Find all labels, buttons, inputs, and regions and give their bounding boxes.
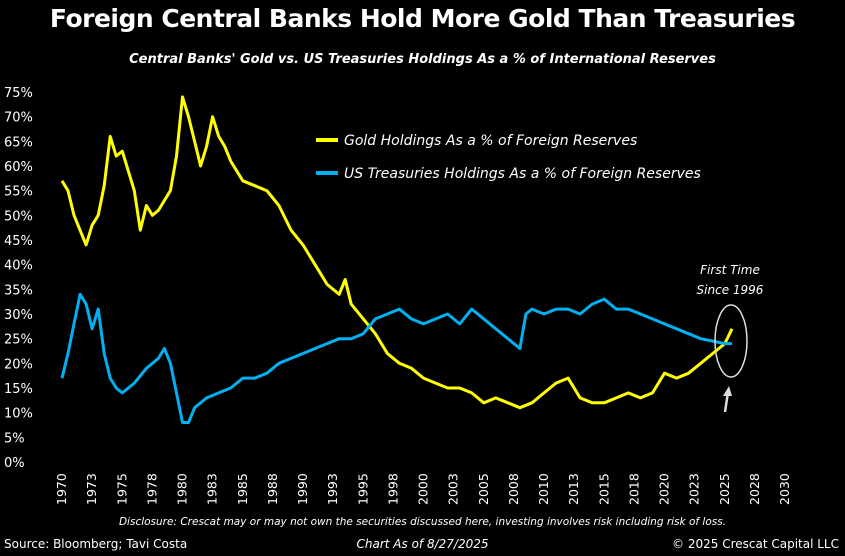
x-tick-label: 1995: [355, 473, 370, 505]
series-line-gold: [60, 95, 734, 410]
y-tick-label: 0%: [4, 456, 25, 471]
x-tick-label: 1978: [144, 473, 159, 505]
as-of-date: Chart As of 8/27/2025: [356, 537, 489, 551]
x-tick-label: 2003: [446, 473, 461, 505]
annotation-line-2: Since 1996: [697, 283, 764, 297]
y-tick-label: 30%: [4, 308, 33, 323]
x-tick-label: 2000: [416, 473, 431, 505]
y-tick-label: 25%: [4, 333, 33, 348]
x-tick-label: 2015: [596, 473, 611, 505]
y-tick-label: 20%: [4, 357, 33, 372]
x-tick-label: 2005: [476, 473, 491, 505]
annotation: First Time Since 1996: [697, 263, 764, 413]
y-tick-label: 45%: [4, 234, 33, 249]
x-tick-label: 2010: [536, 473, 551, 505]
x-tick-label: 2023: [687, 473, 702, 505]
legend-label-gold: Gold Holdings As a % of Foreign Reserves: [344, 133, 637, 149]
y-tick-label: 55%: [4, 185, 33, 200]
y-tick-label: 15%: [4, 382, 33, 397]
x-tick-label: 2013: [566, 473, 581, 505]
y-tick-label: 40%: [4, 259, 33, 274]
source-text: Source: Bloomberg; Tavi Costa: [4, 537, 188, 551]
chart-title: Foreign Central Banks Hold More Gold Tha…: [49, 4, 796, 33]
y-tick-label: 70%: [4, 111, 33, 126]
x-tick-label: 1973: [84, 473, 99, 505]
x-tick-label: 1993: [325, 473, 340, 505]
x-tick-label: 1998: [385, 473, 400, 505]
annotation-arrow-head-icon: [723, 386, 732, 396]
x-tick-label: 2018: [626, 473, 641, 505]
x-tick-label: 2028: [747, 473, 762, 505]
y-tick-label: 60%: [4, 160, 33, 175]
y-tick-label: 75%: [4, 86, 33, 101]
legend-label-treasuries: US Treasuries Holdings As a % of Foreign…: [344, 166, 701, 182]
copyright-text: © 2025 Crescat Capital LLC: [672, 537, 839, 551]
x-tick-label: 1985: [235, 473, 250, 505]
x-tick-label: 1980: [175, 473, 190, 505]
x-tick-label: 1988: [265, 473, 280, 505]
annotation-line-1: First Time: [700, 263, 760, 277]
series-line-treasuries: [60, 292, 732, 424]
annotation-ellipse: [714, 304, 748, 378]
x-tick-label: 1983: [205, 473, 220, 505]
y-tick-label: 50%: [4, 209, 33, 224]
y-tick-label: 10%: [4, 407, 33, 422]
chart-subtitle: Central Banks' Gold vs. US Treasuries Ho…: [129, 52, 716, 67]
disclosure-text: Disclosure: Crescat may or may not own t…: [118, 516, 727, 528]
x-tick-label: 1970: [54, 473, 69, 505]
x-tick-label: 1990: [295, 473, 310, 505]
x-tick-label: 2030: [777, 473, 792, 505]
legend: Gold Holdings As a % of Foreign Reserves…: [316, 133, 701, 182]
x-tick-label: 2020: [657, 473, 672, 505]
y-tick-label: 35%: [4, 283, 33, 298]
x-tick-label: 2008: [506, 473, 521, 505]
y-tick-label: 5%: [4, 431, 25, 446]
x-tick-label: 2025: [717, 473, 732, 505]
y-tick-label: 65%: [4, 135, 33, 150]
x-tick-label: 1975: [114, 473, 129, 505]
